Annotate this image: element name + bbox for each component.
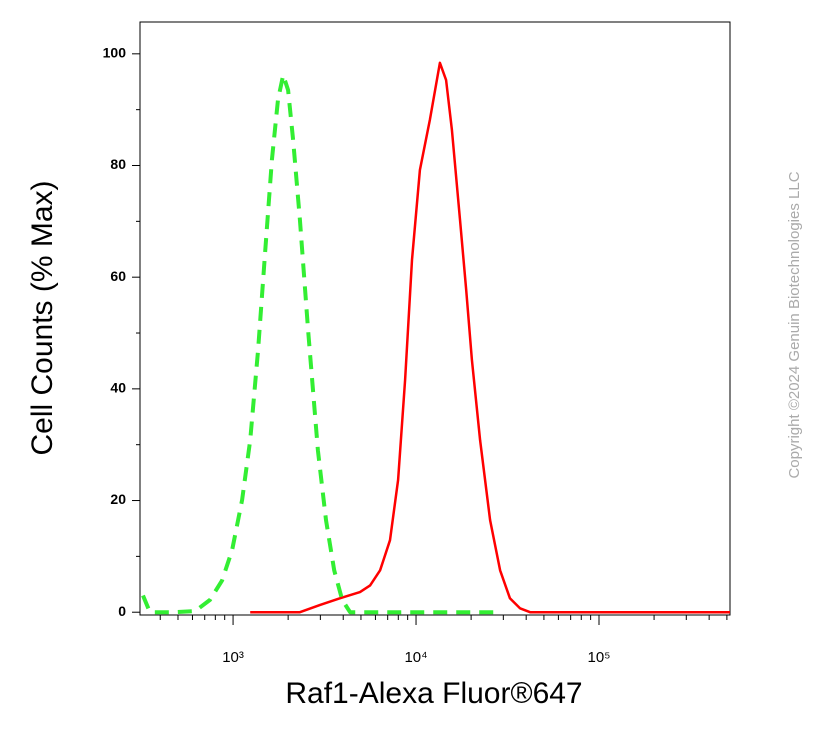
y-tick-label: 40: [110, 380, 126, 396]
y-tick-label: 60: [110, 268, 126, 284]
copyright: Copyright ©2024 Genuin Biotechnologies L…: [786, 171, 803, 478]
y-tick-label: 100: [103, 45, 127, 61]
plot-frame: [139, 21, 731, 616]
series-line: [250, 61, 730, 614]
x-tick-label: 10³: [222, 649, 244, 666]
x-tick-label: 10⁴: [404, 649, 427, 666]
y-tick-label: 0: [118, 603, 126, 619]
x-axis-title: Raf1-Alexa Fluor®647: [285, 677, 582, 710]
series-line: [141, 73, 501, 615]
y-axis-title: Cell Counts (% Max): [26, 180, 59, 455]
y-tick-label: 20: [110, 491, 126, 507]
x-tick-label: 10⁵: [588, 649, 611, 666]
y-tick-label: 80: [110, 156, 126, 172]
